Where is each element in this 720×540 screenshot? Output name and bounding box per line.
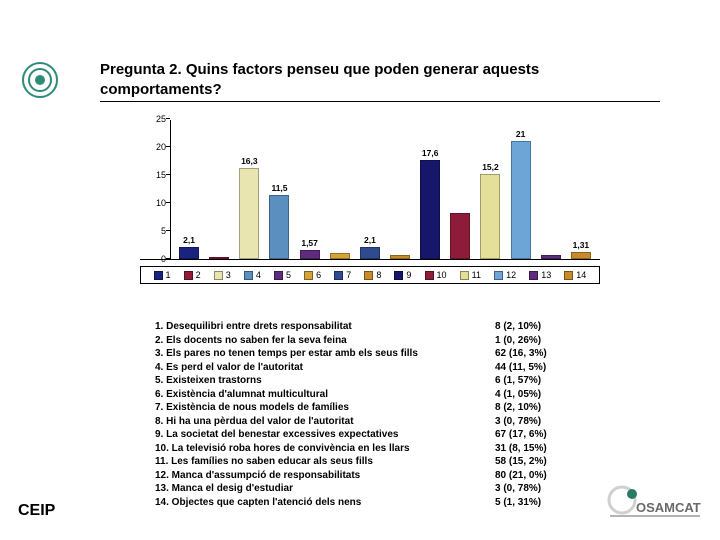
bar-chart: 05101520252,116,311,51,572,117,615,2211,… [140, 120, 600, 284]
factor-row: 6. Existència d'alumnat multicultural4 (… [155, 388, 615, 402]
ceip-label: CEIP [18, 502, 55, 520]
legend-item-6: 6 [304, 270, 321, 280]
bar-7: 2,1 [355, 247, 385, 259]
legend-item-3: 3 [214, 270, 231, 280]
legend-item-11: 11 [460, 270, 481, 280]
y-tick-label: 0 [140, 254, 170, 264]
title-rule [100, 101, 660, 102]
factor-row: 3. Els pares no tenen temps per estar am… [155, 347, 615, 361]
bar-14: 1,31 [566, 252, 596, 259]
factors-list: 1. Desequilibri entre drets responsabili… [155, 320, 695, 509]
bar-value-label: 2,1 [364, 235, 376, 247]
legend-item-5: 5 [274, 270, 291, 280]
chart-legend: 1234567891011121314 [140, 266, 600, 284]
bar-9: 17,6 [415, 160, 445, 259]
y-axis [170, 120, 171, 259]
factor-row: 11. Les famílies no saben educar als seu… [155, 455, 615, 469]
legend-item-13: 13 [529, 270, 551, 280]
bar-5: 1,57 [295, 250, 325, 259]
factor-row: 2. Els docents no saben fer la seva fein… [155, 334, 615, 348]
factor-row: 1. Desequilibri entre drets responsabili… [155, 320, 615, 334]
factor-row: 7. Existència de nous models de famílies… [155, 401, 615, 415]
y-tick-label: 15 [140, 170, 170, 180]
factor-row: 5. Existeixen trastorns6 (1, 57%) [155, 374, 615, 388]
title-block: Pregunta 2. Quins factors penseu que pod… [100, 60, 660, 102]
bar-12: 21 [506, 141, 536, 259]
bar-value-label: 11,5 [271, 183, 287, 195]
osamcat-logo: OSAMCAT [602, 484, 702, 528]
bar-value-label: 2,1 [183, 235, 195, 247]
y-tick-label: 20 [140, 142, 170, 152]
legend-item-10: 10 [425, 270, 447, 280]
legend-item-8: 8 [364, 270, 381, 280]
factor-row: 12. Manca d'assumpció de responsabilitat… [155, 469, 615, 483]
factor-row: 4. Es perd el valor de l'autoritat44 (11… [155, 361, 615, 375]
bar-value-label: 16,3 [241, 156, 258, 168]
legend-item-7: 7 [334, 270, 351, 280]
page-title: Pregunta 2. Quins factors penseu que pod… [100, 60, 660, 99]
bar-4: 11,5 [264, 195, 294, 259]
bar-value-label: 15,2 [482, 162, 499, 174]
svg-text:OSAMCAT: OSAMCAT [636, 500, 701, 515]
bar-2 [204, 257, 234, 259]
bar-11: 15,2 [475, 174, 505, 259]
bar-1: 2,1 [174, 247, 204, 259]
bar-3: 16,3 [234, 168, 264, 259]
legend-item-4: 4 [244, 270, 261, 280]
legend-item-14: 14 [564, 270, 586, 280]
factor-row: 14. Objectes que capten l'atenció dels n… [155, 496, 615, 510]
bar-13 [536, 255, 566, 259]
factor-row: 9. La societat del benestar excessives e… [155, 428, 615, 442]
bar-value-label: 17,6 [422, 148, 439, 160]
y-tick-label: 10 [140, 198, 170, 208]
bar-8 [385, 255, 415, 259]
factor-row: 10. La televisió roba hores de convivènc… [155, 442, 615, 456]
factor-row: 13. Manca el desig d'estudiar3 (0, 78%) [155, 482, 615, 496]
factor-row: 8. Hi ha una pèrdua del valor de l'autor… [155, 415, 615, 429]
legend-item-1: 1 [154, 270, 171, 280]
bar-value-label: 1,31 [573, 240, 590, 252]
y-tick-label: 25 [140, 114, 170, 124]
bar-value-label: 1,57 [301, 238, 318, 250]
bar-10 [445, 213, 475, 259]
bar-6 [325, 253, 355, 259]
legend-item-12: 12 [494, 270, 516, 280]
bar-value-label: 21 [516, 129, 525, 141]
y-tick-label: 5 [140, 226, 170, 236]
slide-bullet-icon [16, 56, 64, 104]
legend-item-2: 2 [184, 270, 201, 280]
legend-item-9: 9 [394, 270, 411, 280]
